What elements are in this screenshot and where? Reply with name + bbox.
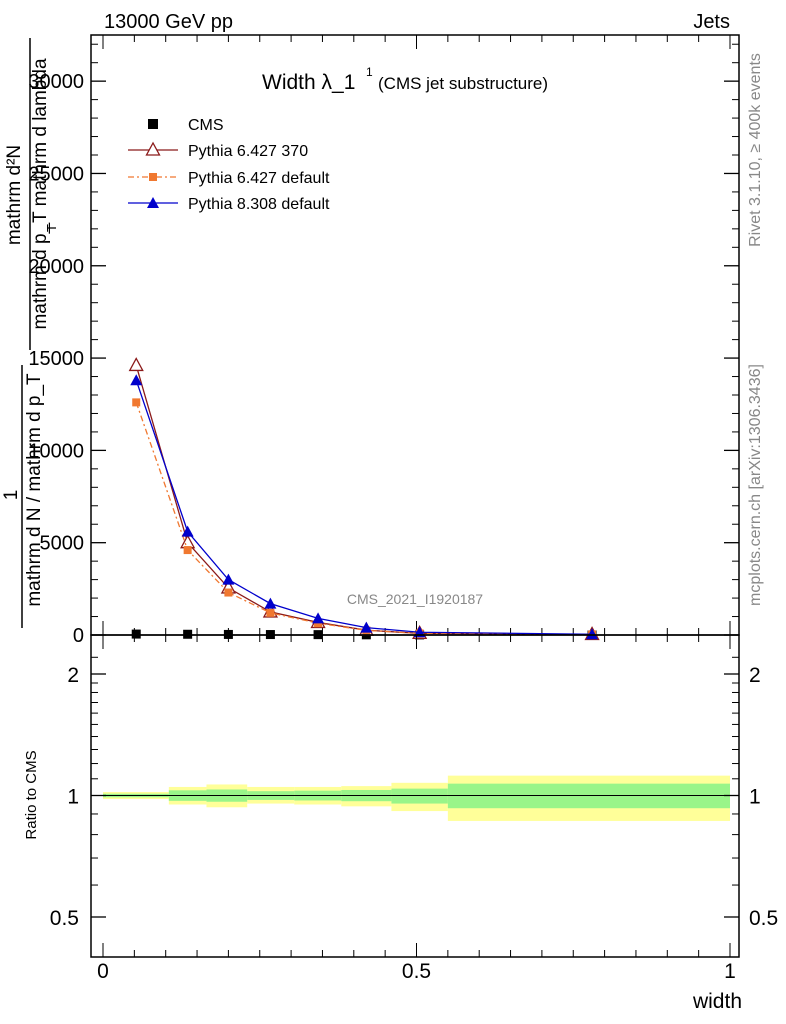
header-right: Jets bbox=[693, 11, 730, 33]
x-tick-label: 0.5 bbox=[402, 960, 431, 983]
main-ticks: 0 5000 10000 15000 20000 25000 30000 bbox=[28, 35, 739, 647]
y-tick-label: 20000 bbox=[28, 256, 84, 278]
ratio-panel: 0.5 0.5 1 1 2 2 bbox=[50, 634, 778, 958]
mcplots-label: mcplots.cern.ch [arXiv:1306.3436] bbox=[747, 364, 764, 606]
series-line bbox=[135, 365, 593, 636]
y-tick-label: 5000 bbox=[40, 533, 85, 555]
series-point bbox=[266, 608, 275, 617]
legend-py8-default-marker bbox=[147, 197, 159, 208]
ratio-band-green bbox=[391, 788, 448, 804]
y-tick-label: 10000 bbox=[28, 440, 84, 462]
ratio-frame bbox=[90, 634, 740, 958]
main-panel: 0 5000 10000 15000 20000 25000 30000 bbox=[28, 34, 740, 647]
series-point bbox=[264, 597, 277, 609]
ratio-tick-label-right: 0.5 bbox=[749, 907, 778, 930]
ylabel-bottom: mathrm d p_T mathrm d lambda bbox=[30, 58, 51, 329]
series-point bbox=[128, 357, 144, 372]
legend-py6-370: Pythia 6.427 370 bbox=[128, 141, 308, 160]
series-line bbox=[135, 380, 593, 635]
series-point bbox=[132, 398, 141, 407]
chart-subtitle: (CMS jet substructure) bbox=[378, 74, 548, 93]
main-ylabel: mathrm d²N mathrm d p_T mathrm d lambda … bbox=[1, 38, 59, 628]
legend-py8-default-label: Pythia 8.308 default bbox=[188, 196, 330, 213]
series-point bbox=[183, 546, 192, 555]
y-tick-label: 30000 bbox=[28, 71, 84, 93]
ylabel-subscript: T bbox=[44, 224, 59, 232]
ratio-tick-label-right: 1 bbox=[749, 786, 761, 809]
legend-py8-default: Pythia 8.308 default bbox=[128, 196, 330, 213]
y-tick-label: 0 bbox=[73, 625, 84, 647]
legend-py6-default-marker bbox=[149, 173, 157, 181]
ratio-tick-label-left: 2 bbox=[67, 664, 79, 687]
series-point bbox=[586, 628, 599, 640]
x-axis-label: width bbox=[692, 990, 742, 1013]
ratio-tick-label-left: 1 bbox=[67, 786, 79, 809]
ratio-ticks: 0.5 0.5 1 1 2 2 bbox=[50, 635, 778, 957]
chart-title-superscript: 1 bbox=[366, 65, 373, 79]
chart-title: Width λ_1 bbox=[262, 71, 355, 94]
legend-py6-default: Pythia 6.427 default bbox=[128, 170, 330, 187]
series-point bbox=[312, 612, 325, 624]
ylabel-top: mathrm d²N bbox=[4, 145, 25, 245]
y-tick-label: 25000 bbox=[28, 163, 84, 185]
legend: CMS Pythia 6.427 370 Pythia 6.427 defaul… bbox=[128, 117, 330, 213]
legend-cms-label: CMS bbox=[188, 117, 224, 134]
rivet-label: Rivet 3.1.10, ≥ 400k events bbox=[747, 53, 764, 247]
series-point bbox=[360, 621, 373, 633]
y-tick-label: 15000 bbox=[28, 348, 84, 370]
series-point bbox=[131, 629, 141, 639]
legend-cms-marker bbox=[148, 119, 158, 129]
x-tick-label: 1 bbox=[724, 960, 736, 983]
legend-py6-370-marker bbox=[145, 141, 161, 156]
ratio-tick-label-right: 2 bbox=[749, 664, 761, 687]
analysis-watermark: CMS_2021_I1920187 bbox=[347, 591, 483, 607]
series-point bbox=[222, 573, 235, 585]
ratio-ylabel: Ratio to CMS bbox=[23, 750, 40, 839]
x-tick-labels: 0 0.5 1 bbox=[97, 960, 736, 983]
ylabel-one: 1 bbox=[1, 490, 22, 501]
ylabel-denominator: mathrm d N / mathrm d p_T bbox=[24, 373, 45, 607]
x-tick-label: 0 bbox=[97, 960, 109, 983]
legend-py6-default-label: Pythia 6.427 default bbox=[188, 170, 330, 187]
header-left: 13000 GeV pp bbox=[104, 11, 233, 33]
series-point bbox=[130, 374, 143, 386]
legend-cms: CMS bbox=[148, 117, 224, 134]
legend-py6-370-label: Pythia 6.427 370 bbox=[188, 143, 308, 160]
series-point bbox=[224, 588, 233, 597]
series-point bbox=[181, 525, 194, 537]
ratio-tick-label-left: 0.5 bbox=[50, 907, 79, 930]
ratio-bands bbox=[103, 775, 730, 821]
